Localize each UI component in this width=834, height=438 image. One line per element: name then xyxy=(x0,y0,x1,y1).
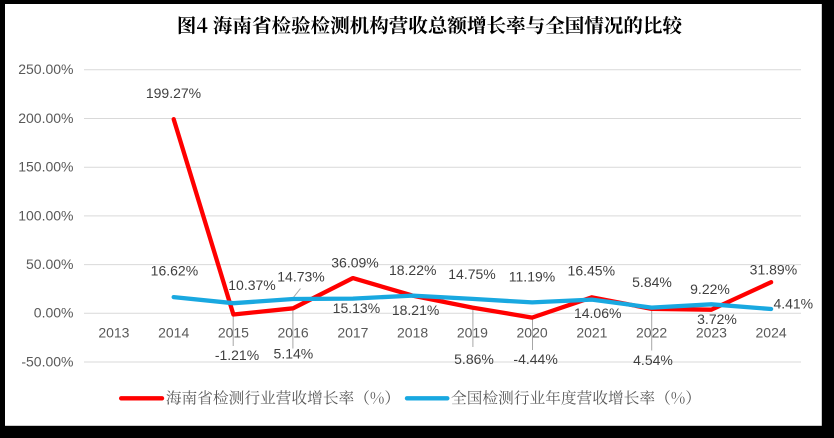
svg-text:10.37%: 10.37% xyxy=(228,277,275,293)
svg-text:11.19%: 11.19% xyxy=(509,268,555,284)
svg-text:4.41%: 4.41% xyxy=(773,296,813,312)
svg-text:0.00%: 0.00% xyxy=(34,305,74,321)
svg-text:18.21%: 18.21% xyxy=(392,302,439,318)
svg-text:31.89%: 31.89% xyxy=(750,261,797,277)
svg-text:50.00%: 50.00% xyxy=(26,256,73,272)
svg-text:9.22%: 9.22% xyxy=(690,281,730,297)
svg-text:2016: 2016 xyxy=(278,325,309,341)
svg-text:-50.00%: -50.00% xyxy=(21,353,73,369)
svg-text:-4.44%: -4.44% xyxy=(513,351,557,367)
svg-text:16.45%: 16.45% xyxy=(568,263,615,279)
svg-text:100.00%: 100.00% xyxy=(18,207,73,223)
svg-text:14.73%: 14.73% xyxy=(277,268,324,284)
svg-text:-1.21%: -1.21% xyxy=(215,347,259,363)
svg-text:2013: 2013 xyxy=(98,325,129,341)
svg-text:2020: 2020 xyxy=(517,325,548,341)
svg-text:5.14%: 5.14% xyxy=(274,346,314,362)
svg-text:150.00%: 150.00% xyxy=(18,159,73,175)
svg-text:2023: 2023 xyxy=(696,325,727,341)
svg-text:36.09%: 36.09% xyxy=(331,255,378,271)
svg-text:199.27%: 199.27% xyxy=(146,85,201,101)
svg-text:18.22%: 18.22% xyxy=(389,262,436,278)
svg-text:2019: 2019 xyxy=(457,325,488,341)
svg-text:2017: 2017 xyxy=(337,325,368,341)
svg-text:5.86%: 5.86% xyxy=(454,351,494,367)
svg-text:4.54%: 4.54% xyxy=(633,352,673,368)
svg-text:2024: 2024 xyxy=(756,325,787,341)
svg-text:3.72%: 3.72% xyxy=(697,311,737,327)
svg-text:5.84%: 5.84% xyxy=(632,274,672,290)
svg-text:2015: 2015 xyxy=(218,325,249,341)
svg-text:2014: 2014 xyxy=(158,325,189,341)
svg-text:200.00%: 200.00% xyxy=(18,110,73,126)
svg-text:14.06%: 14.06% xyxy=(574,305,621,321)
svg-text:16.62%: 16.62% xyxy=(151,263,198,279)
svg-text:2022: 2022 xyxy=(636,325,667,341)
svg-text:14.75%: 14.75% xyxy=(448,266,495,282)
svg-text:15.13%: 15.13% xyxy=(333,300,380,316)
svg-text:2021: 2021 xyxy=(576,325,607,341)
svg-text:250.00%: 250.00% xyxy=(18,61,73,77)
svg-text:2018: 2018 xyxy=(397,325,428,341)
